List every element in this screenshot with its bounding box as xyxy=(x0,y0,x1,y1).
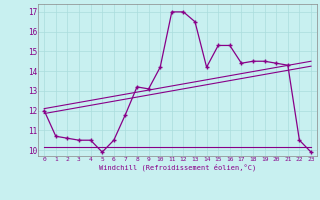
X-axis label: Windchill (Refroidissement éolien,°C): Windchill (Refroidissement éolien,°C) xyxy=(99,164,256,171)
